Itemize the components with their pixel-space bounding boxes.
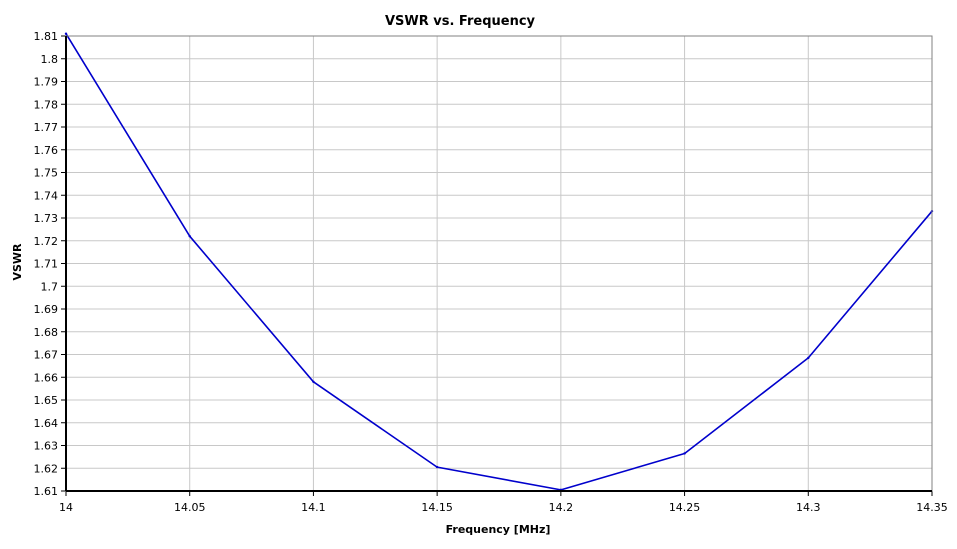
data-point (807, 356, 810, 360)
y-tick-label: 1.68 (34, 326, 59, 339)
x-tick-label: 14.25 (669, 501, 701, 514)
y-tick-label: 1.72 (34, 235, 59, 248)
x-tick-label: 14 (59, 501, 73, 514)
series-layer (64, 32, 934, 492)
grid-lines (65, 35, 933, 492)
data-point (64, 32, 68, 35)
y-tick-label: 1.62 (34, 462, 59, 475)
x-axis-title: Frequency [MHz] (446, 523, 551, 536)
y-tick-label: 1.77 (34, 121, 59, 134)
y-tick-label: 1.81 (34, 30, 59, 43)
y-tick-label: 1.74 (34, 189, 59, 202)
data-point (312, 380, 315, 383)
y-tick-label: 1.69 (34, 303, 59, 316)
y-tick-label: 1.75 (34, 167, 59, 180)
y-tick-label: 1.63 (34, 440, 59, 453)
y-tick-label: 1.65 (34, 394, 59, 407)
data-point (683, 452, 686, 455)
series-line-0 (65, 33, 933, 491)
y-axis-ticks: 1.81 1.8 1.79 1.78 1.77 1.76 1.75 1.74 1.73 1.72 1… (34, 30, 66, 498)
x-tick-label: 14.3 (796, 501, 821, 514)
x-tick-label: 14.05 (174, 501, 206, 514)
data-point (435, 465, 439, 469)
y-tick-label: 1.8 (41, 53, 59, 66)
data-point (188, 235, 191, 238)
x-tick-label: 14.15 (421, 501, 453, 514)
y-tick-label: 1.71 (34, 258, 59, 271)
y-tick-label: 1.67 (34, 349, 59, 362)
y-tick-label: 1.66 (34, 371, 59, 384)
y-tick-label: 1.64 (34, 417, 59, 430)
x-tick-label: 14.35 (916, 501, 948, 514)
y-axis-title: VSWR (11, 243, 24, 281)
y-tick-label: 1.73 (34, 212, 59, 225)
y-tick-label: 1.79 (34, 76, 59, 89)
y-tick-label: 1.78 (34, 98, 59, 111)
y-tick-label: 1.7 (41, 280, 59, 293)
y-tick-label: 1.76 (34, 144, 59, 157)
x-tick-label: 14.2 (549, 501, 574, 514)
x-tick-label: 14.1 (301, 501, 326, 514)
y-tick-label: 1.61 (34, 485, 59, 498)
chart-title: VSWR vs. Frequency (385, 14, 536, 29)
x-axis-ticks: 14 14.05 14.1 14.15 14.2 14.25 14.3 14.35 (59, 491, 948, 514)
